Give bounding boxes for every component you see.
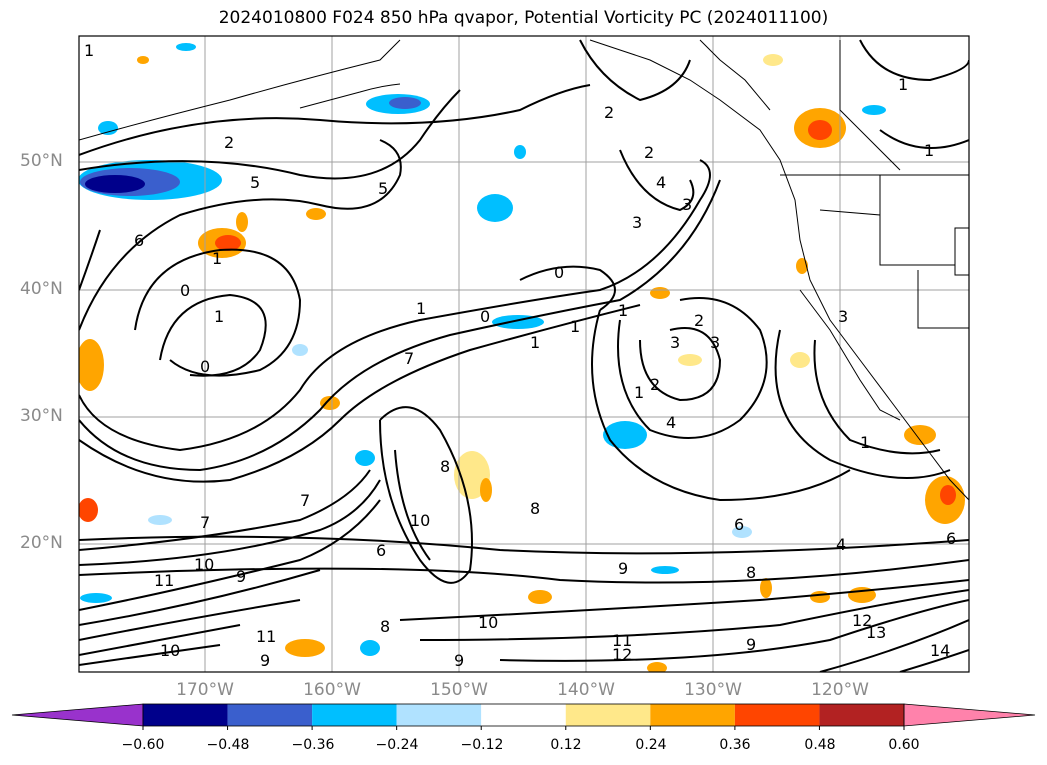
contour-label: 1 [530,333,540,352]
contour-labels: 1 2 5 5 6 1 0 1 0 2 2 4 3 3 0 1 0 1 1 2 … [84,41,956,670]
contour-label: 8 [530,499,540,518]
contour-label: 1 [618,301,628,320]
colorbar-segment [396,704,482,726]
colorbar-segment [819,704,904,726]
contour-label: 10 [160,641,180,660]
colorbar-tick: 0.12 [550,737,582,753]
contour-label: 0 [480,307,490,326]
lon-label-120w: 120°W [811,680,869,700]
contour-label: 5 [378,179,388,198]
colorbar-segment [481,704,566,726]
contour-label: 6 [134,231,144,250]
contour-label: 11 [612,631,632,650]
lon-label-170w: 170°W [176,680,234,700]
colorbar-segment [312,704,397,726]
colorbar-tick: 0.60 [888,737,920,753]
contour-label: 10 [478,613,498,632]
colorbar-extend-high [903,703,1036,727]
chart-title: 2024010800 F024 850 hPa qvapor, Potentia… [218,8,829,28]
colorbar-segment [734,704,820,726]
contour-label: 2 [224,133,234,152]
contour-label: 8 [746,563,756,582]
colorbar-tick: −0.60 [121,737,165,753]
lon-label-150w: 150°W [430,680,488,700]
contour-label: 2 [604,103,614,122]
colorbar-segment [227,704,313,726]
contour-label: 12 [852,611,872,630]
lat-label-50n: 50°N [20,151,63,171]
colorbar-segment [650,704,735,726]
colorbar-tick: 0.48 [804,737,836,753]
contour-label: 3 [710,333,720,352]
contour-label: 3 [670,333,680,352]
lon-label-130w: 130°W [684,680,742,700]
contour-label: 1 [860,433,870,452]
contour-label: 4 [666,413,676,432]
contour-label: 4 [656,173,666,192]
contour-label: 1 [416,299,426,318]
contour-label: 1 [898,75,908,94]
contour-label: 9 [260,651,270,670]
colorbar-frame [142,703,905,727]
contour-label: 0 [554,263,564,282]
contour-label: 1 [212,249,222,268]
contour-label: 7 [404,349,414,368]
contour-label: 9 [746,635,756,654]
contour-label: 6 [376,541,386,560]
contour-label: 9 [236,567,246,586]
contour-label: 1 [214,307,224,326]
colorbar-tick: −0.36 [291,737,335,753]
contour-label: 11 [154,571,174,590]
colorbar-segment [565,704,651,726]
contour-label: 8 [440,457,450,476]
contour-label: 3 [838,307,848,326]
lon-label-140w: 140°W [557,680,615,700]
contour-label: 6 [946,529,956,548]
contour-label: 13 [866,623,886,642]
pv-contours [79,39,969,672]
colorbar-segments [11,703,1036,730]
contour-label: 3 [632,213,642,232]
map-frame [78,35,970,673]
colorbar-tick: −0.12 [460,737,504,753]
colorbar-tick: −0.48 [206,737,250,753]
contour-label: 9 [454,651,464,670]
contour-label: 11 [256,627,276,646]
colorbar-extend-low [11,703,144,727]
contour-label: 14 [930,641,950,660]
contour-label: 1 [924,141,934,160]
contour-label: 7 [300,491,310,510]
contour-label: 1 [570,317,580,336]
lat-label-40n: 40°N [20,279,63,299]
contour-label: 7 [200,513,210,532]
coastlines [79,39,969,501]
contour-label: 10 [194,555,214,574]
contour-label: 10 [410,511,430,530]
contour-label: 6 [734,515,744,534]
contour-label: 8 [380,617,390,636]
contour-label: 2 [644,143,654,162]
lat-label-20n: 20°N [20,533,63,553]
negative-shading [79,43,886,656]
contour-label: 0 [200,357,210,376]
contour-label: 1 [634,383,644,402]
colorbar-tick: −0.24 [375,737,419,753]
colorbar-segment [143,704,228,726]
contour-label: 2 [694,311,704,330]
contour-label: 3 [682,195,692,214]
lon-label-160w: 160°W [303,680,361,700]
contour-label: 1 [84,41,94,60]
colorbar-tick: 0.36 [719,737,751,753]
contour-label: 12 [612,645,632,664]
lat-label-30n: 30°N [20,406,63,426]
grid-lines [79,36,969,672]
contour-label: 9 [618,559,628,578]
colorbar-tick: 0.24 [635,737,667,753]
contour-label: 0 [180,281,190,300]
contour-label: 5 [250,173,260,192]
contour-label: 4 [836,535,846,554]
contour-label: 2 [650,375,660,394]
